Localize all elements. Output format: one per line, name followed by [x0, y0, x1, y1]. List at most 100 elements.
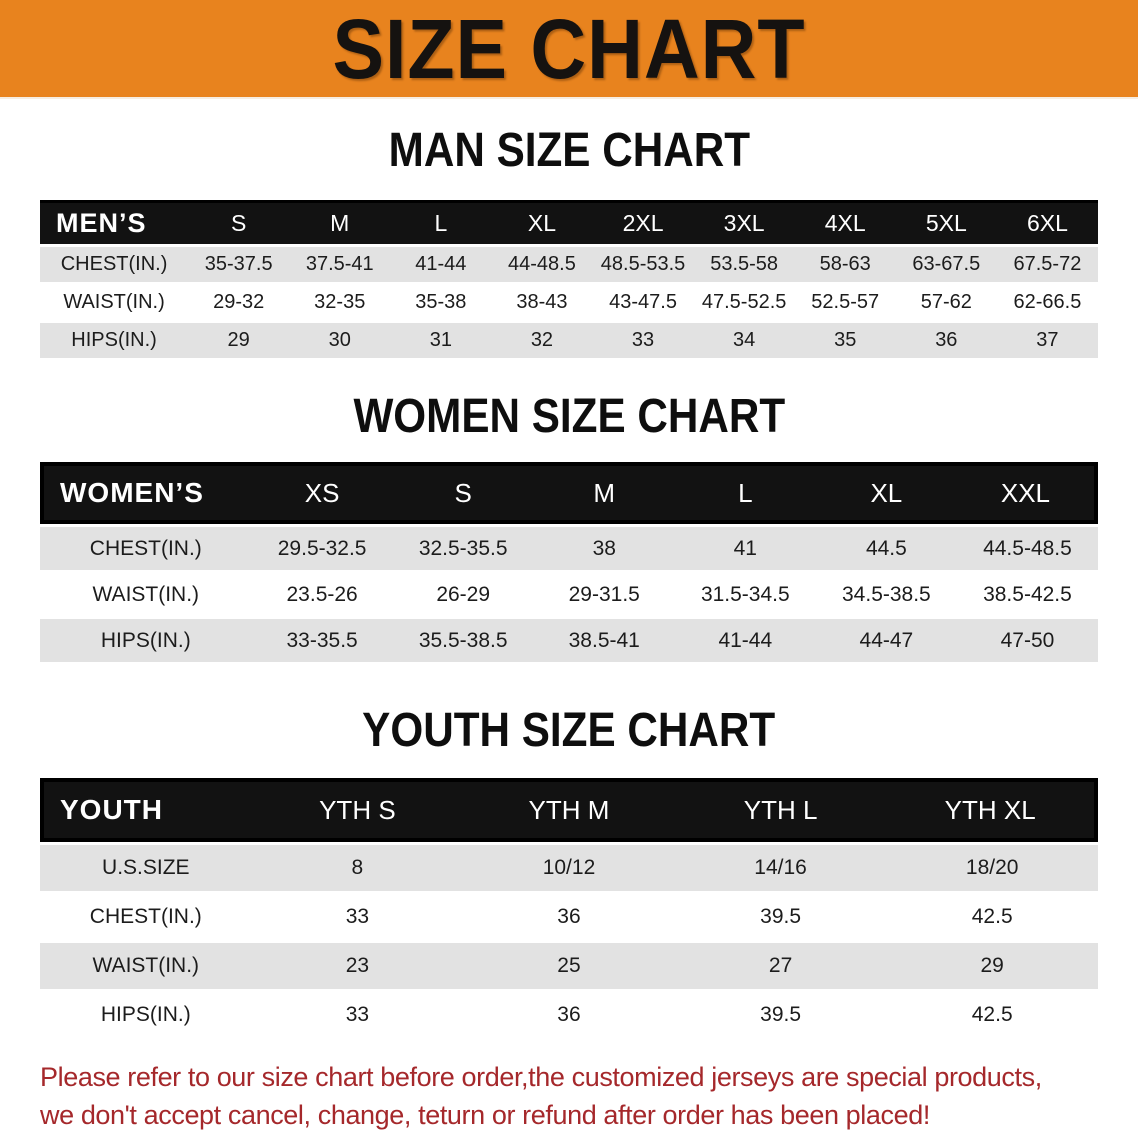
size-table-womens: WOMEN’S XS S M L XL XXL CHEST(IN.) 29.5-32.5 32.5…: [40, 459, 1098, 665]
size-cell: 52.5-57: [794, 285, 896, 320]
size-column-header: M: [533, 462, 675, 524]
size-cell: 23.5-26: [251, 573, 393, 616]
size-cell: 44-48.5: [491, 247, 593, 282]
row-label: CHEST(IN.): [40, 247, 189, 282]
table-row: WAIST(IN.) 29-32 32-35 35-38 38-43 43-47.5 47.…: [40, 285, 1098, 320]
size-column-header: L: [390, 200, 492, 244]
size-cell: 35-38: [390, 285, 492, 320]
size-cell: 35-37.5: [188, 247, 290, 282]
size-column-header: 2XL: [592, 200, 694, 244]
size-cell: 44-47: [815, 619, 957, 662]
size-column-header: XL: [815, 462, 957, 524]
size-cell: 38.5-42.5: [956, 573, 1098, 616]
size-cell: 36: [463, 894, 675, 940]
size-cell: 36: [463, 992, 675, 1038]
row-label: WAIST(IN.): [40, 943, 252, 989]
table-row: CHEST(IN.) 29.5-32.5 32.5-35.5 38 41 44.5 44.5…: [40, 527, 1098, 570]
row-label: CHEST(IN.): [40, 894, 252, 940]
size-cell: 37: [996, 323, 1098, 358]
size-cell: 42.5: [886, 894, 1098, 940]
table-header-label: YOUTH: [40, 778, 252, 842]
size-cell: 67.5-72: [996, 247, 1098, 282]
table-header-row: MEN’S S M L XL 2XL 3XL 4XL 5XL 6XL: [40, 200, 1098, 244]
size-cell: 27: [674, 943, 887, 989]
section-mens: MAN SIZE CHART MEN’S S M L XL 2XL 3XL 4XL 5XL 6XL C…: [40, 99, 1098, 361]
size-cell: 32-35: [289, 285, 391, 320]
size-column-header: 4XL: [794, 200, 896, 244]
size-cell: 34.5-38.5: [815, 573, 957, 616]
size-cell: 18/20: [886, 845, 1098, 891]
row-label: HIPS(IN.): [40, 619, 252, 662]
row-label: HIPS(IN.): [40, 992, 252, 1038]
table-row: U.S.SIZE 8 10/12 14/16 18/20: [40, 845, 1098, 891]
size-cell: 39.5: [674, 992, 887, 1038]
section-title-womens: WOMEN SIZE CHART: [40, 361, 1098, 459]
size-cell: 29.5-32.5: [251, 527, 393, 570]
table-row: HIPS(IN.) 29 30 31 32 33 34 35 36 37: [40, 323, 1098, 358]
banner-title: SIZE CHART: [332, 1, 806, 96]
size-cell: 29: [886, 943, 1098, 989]
size-cell: 31.5-34.5: [674, 573, 816, 616]
table-header-label: MEN’S: [40, 200, 189, 244]
size-cell: 53.5-58: [693, 247, 795, 282]
size-column-header: 3XL: [693, 200, 795, 244]
size-cell: 38.5-41: [533, 619, 675, 662]
row-label: HIPS(IN.): [40, 323, 189, 358]
size-cell: 63-67.5: [895, 247, 997, 282]
size-table-mens: MEN’S S M L XL 2XL 3XL 4XL 5XL 6XL CHEST(IN.) 35-37…: [40, 197, 1098, 361]
size-column-header: 6XL: [996, 200, 1098, 244]
section-title-text: YOUTH SIZE CHART: [362, 704, 776, 757]
table-row: HIPS(IN.) 33-35.5 35.5-38.5 38.5-41 41-44 44-…: [40, 619, 1098, 662]
size-cell: 33-35.5: [251, 619, 393, 662]
row-label: WAIST(IN.): [40, 573, 252, 616]
size-cell: 14/16: [674, 845, 887, 891]
size-cell: 32.5-35.5: [392, 527, 534, 570]
size-cell: 33: [251, 992, 464, 1038]
table-row: WAIST(IN.) 23 25 27 29: [40, 943, 1098, 989]
size-cell: 32: [491, 323, 593, 358]
size-column-header: L: [674, 462, 816, 524]
size-table-youth: YOUTH YTH S YTH M YTH L YTH XL U.S.SIZE 8 10/12…: [40, 775, 1098, 1041]
size-cell: 58-63: [794, 247, 896, 282]
size-cell: 62-66.5: [996, 285, 1098, 320]
size-cell: 37.5-41: [289, 247, 391, 282]
size-cell: 41: [674, 527, 816, 570]
size-cell: 36: [895, 323, 997, 358]
size-cell: 31: [390, 323, 492, 358]
section-womens: WOMEN SIZE CHART WOMEN’S XS S M L XL XXL CHEST(I…: [40, 361, 1098, 665]
size-column-header: 5XL: [895, 200, 997, 244]
table-header-row: WOMEN’S XS S M L XL XXL: [40, 462, 1098, 524]
size-cell: 33: [251, 894, 464, 940]
table-row: CHEST(IN.) 35-37.5 37.5-41 41-44 44-48.5 48.5…: [40, 247, 1098, 282]
size-cell: 41-44: [674, 619, 816, 662]
size-cell: 38: [533, 527, 675, 570]
size-cell: 47.5-52.5: [693, 285, 795, 320]
charts-container: MAN SIZE CHART MEN’S S M L XL 2XL 3XL 4XL 5XL 6XL C…: [0, 99, 1138, 1041]
size-cell: 29-31.5: [533, 573, 675, 616]
size-cell: 10/12: [463, 845, 675, 891]
table-row: CHEST(IN.) 33 36 39.5 42.5: [40, 894, 1098, 940]
size-cell: 33: [592, 323, 694, 358]
row-label: WAIST(IN.): [40, 285, 189, 320]
row-label: CHEST(IN.): [40, 527, 252, 570]
size-cell: 34: [693, 323, 795, 358]
size-cell: 42.5: [886, 992, 1098, 1038]
section-title-mens: MAN SIZE CHART: [40, 99, 1098, 197]
size-cell: 47-50: [956, 619, 1098, 662]
row-label: U.S.SIZE: [40, 845, 252, 891]
banner: SIZE CHART: [0, 0, 1138, 99]
size-cell: 23: [251, 943, 464, 989]
size-cell: 41-44: [390, 247, 492, 282]
section-youth: YOUTH SIZE CHART YOUTH YTH S YTH M YTH L YTH …: [40, 665, 1098, 1041]
size-cell: 29: [188, 323, 290, 358]
size-column-header: XS: [251, 462, 393, 524]
section-title-text: MAN SIZE CHART: [388, 124, 750, 177]
table-row: WAIST(IN.) 23.5-26 26-29 29-31.5 31.5-34.5 34…: [40, 573, 1098, 616]
size-column-header: YTH M: [463, 778, 675, 842]
size-cell: 38-43: [491, 285, 593, 320]
size-column-header: S: [188, 200, 290, 244]
size-column-header: YTH S: [251, 778, 464, 842]
size-column-header: YTH L: [674, 778, 887, 842]
size-cell: 43-47.5: [592, 285, 694, 320]
